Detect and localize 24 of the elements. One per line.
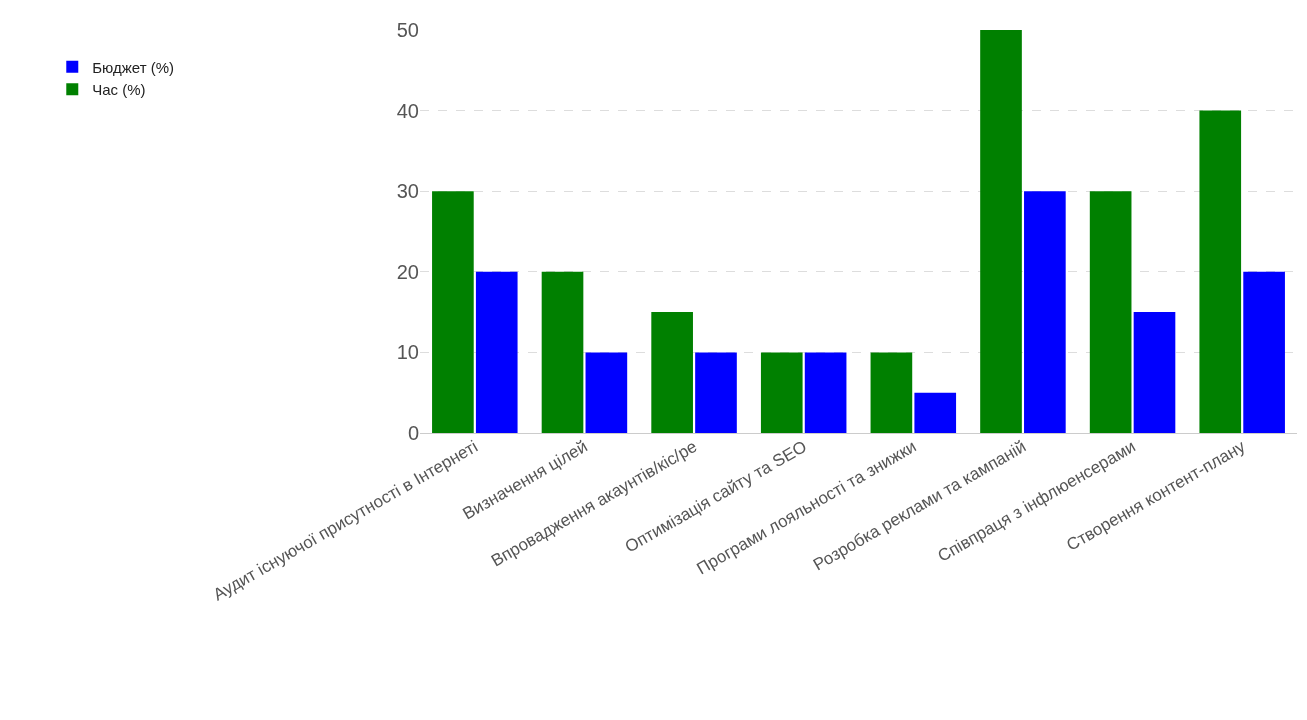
bar (1199, 110, 1242, 433)
y-tick-label: 0 (407, 422, 419, 444)
bar (585, 352, 628, 433)
y-tick-label: 50 (396, 19, 419, 41)
y-tick-label: 40 (396, 99, 419, 122)
y-tick-label: 10 (396, 341, 419, 364)
bar (1243, 271, 1285, 433)
bar (651, 312, 693, 433)
y-tick-label: 20 (396, 260, 419, 283)
bar (695, 352, 737, 433)
bar (804, 352, 847, 433)
y-tick-label: 30 (396, 180, 419, 203)
bar (980, 30, 1022, 433)
bar (475, 271, 518, 433)
bar (1133, 312, 1176, 433)
bar (541, 271, 584, 433)
bar (760, 352, 803, 433)
bar (1089, 191, 1132, 433)
bar (870, 352, 913, 433)
bar (432, 191, 474, 433)
legend-label: Бюджет (%) (92, 58, 175, 76)
bar (1024, 191, 1066, 433)
legend-label: Час (%) (92, 81, 146, 98)
bar (914, 392, 957, 433)
